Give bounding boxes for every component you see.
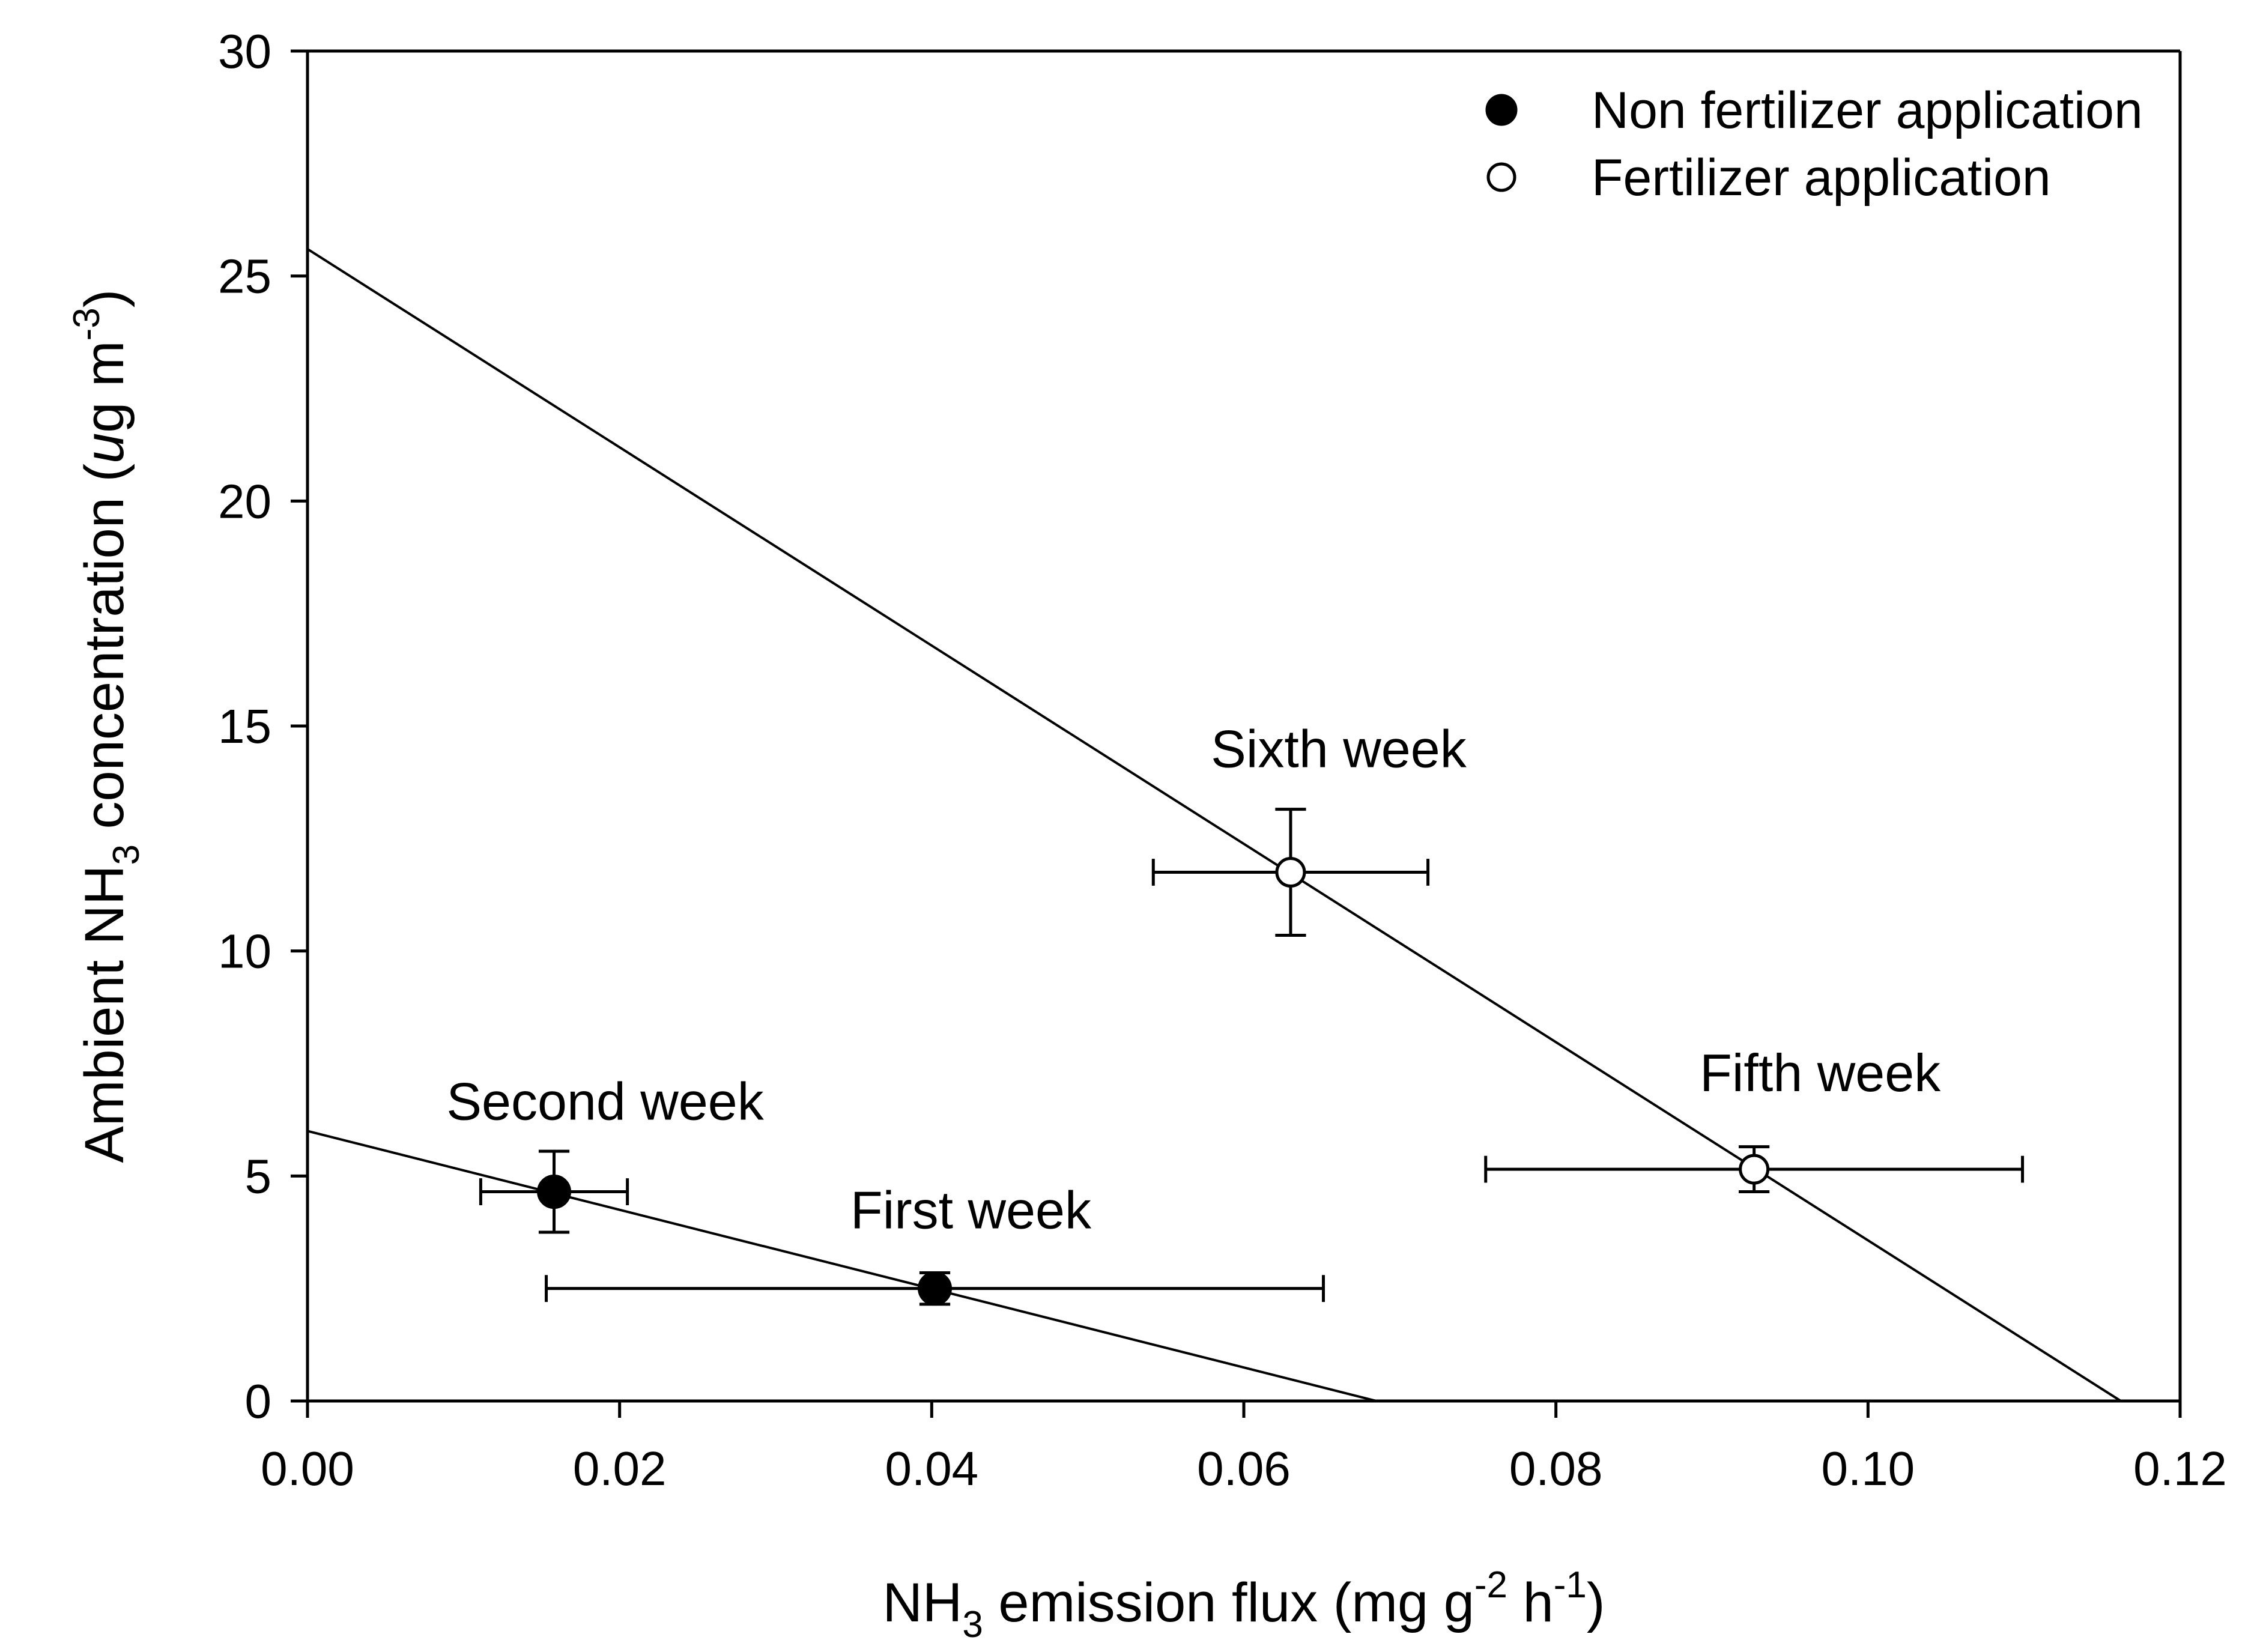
x-label-base: NH [882, 1572, 962, 1633]
x-tick-label: 0.08 [1509, 1442, 1603, 1495]
y-label-mid1: concentration ( [74, 464, 135, 844]
x-axis-ticks: 0.00 0.02 0.04 0.06 0.08 0.10 0.12 [261, 1401, 2227, 1495]
x-label-sub: 3 [962, 1604, 983, 1645]
x-label-end: ) [1587, 1572, 1605, 1633]
data-point-non-fertilizer [918, 1271, 953, 1306]
data-point-fertilizer [1275, 857, 1306, 888]
y-axis-ticks: 0 5 10 15 20 25 30 [218, 25, 307, 1428]
legend-label-fertilizer: Fertilizer application [1592, 149, 2051, 207]
y-tick-label: 15 [218, 700, 271, 753]
legend: Non fertilizer application Fertilizer ap… [1485, 82, 2143, 207]
y-label-end: ) [74, 289, 135, 308]
x-label-mid2: h [1507, 1572, 1554, 1633]
y-label-base: Ambient NH [74, 865, 135, 1163]
y-label-sub: 3 [106, 844, 147, 865]
x-axis-label: NH3 emission flux (mg g-2 h-1) [882, 1564, 1605, 1645]
legend-marker-non-fertilizer [1485, 94, 1518, 126]
point-annotations: First week Second week Sixth week Fifth wee… [446, 719, 1941, 1240]
regression-lines [306, 248, 2122, 1402]
y-tick-label: 20 [218, 474, 271, 528]
point-annotation: Sixth week [1211, 719, 1467, 779]
x-tick-label: 0.02 [573, 1442, 667, 1495]
x-label-sup1: -2 [1474, 1564, 1507, 1606]
legend-marker-fertilizer [1486, 162, 1516, 192]
data-points [537, 857, 1770, 1306]
data-point-fertilizer [1739, 1154, 1770, 1185]
y-label-sup: -3 [66, 307, 108, 340]
fit-line-fertilizer [306, 248, 2122, 1402]
x-label-mid1: emission flux (mg g [983, 1572, 1474, 1633]
y-axis-label: Ambient NH3 concentration (ug m-3) [66, 289, 147, 1163]
y-tick-label: 25 [218, 250, 271, 303]
fit-line-non-fertilizer [307, 1130, 1377, 1402]
y-label-mid2: g m [74, 340, 135, 432]
point-annotation: Fifth week [1700, 1043, 1941, 1103]
x-tick-label: 0.06 [1197, 1442, 1291, 1495]
data-point-non-fertilizer [537, 1175, 572, 1209]
point-annotation: Second week [446, 1072, 764, 1131]
y-tick-label: 10 [218, 925, 271, 978]
y-tick-label: 30 [218, 25, 271, 78]
x-tick-label: 0.10 [1821, 1442, 1915, 1495]
x-tick-label: 0.12 [2133, 1442, 2227, 1495]
y-tick-label: 0 [245, 1375, 272, 1428]
legend-label-non-fertilizer: Non fertilizer application [1592, 82, 2143, 139]
x-tick-label: 0.04 [885, 1442, 978, 1495]
y-tick-label: 5 [245, 1149, 272, 1203]
x-tick-label: 0.00 [261, 1442, 354, 1495]
x-label-sup2: -1 [1554, 1564, 1587, 1606]
point-annotation: First week [850, 1181, 1092, 1240]
y-label-italic: u [74, 433, 135, 464]
